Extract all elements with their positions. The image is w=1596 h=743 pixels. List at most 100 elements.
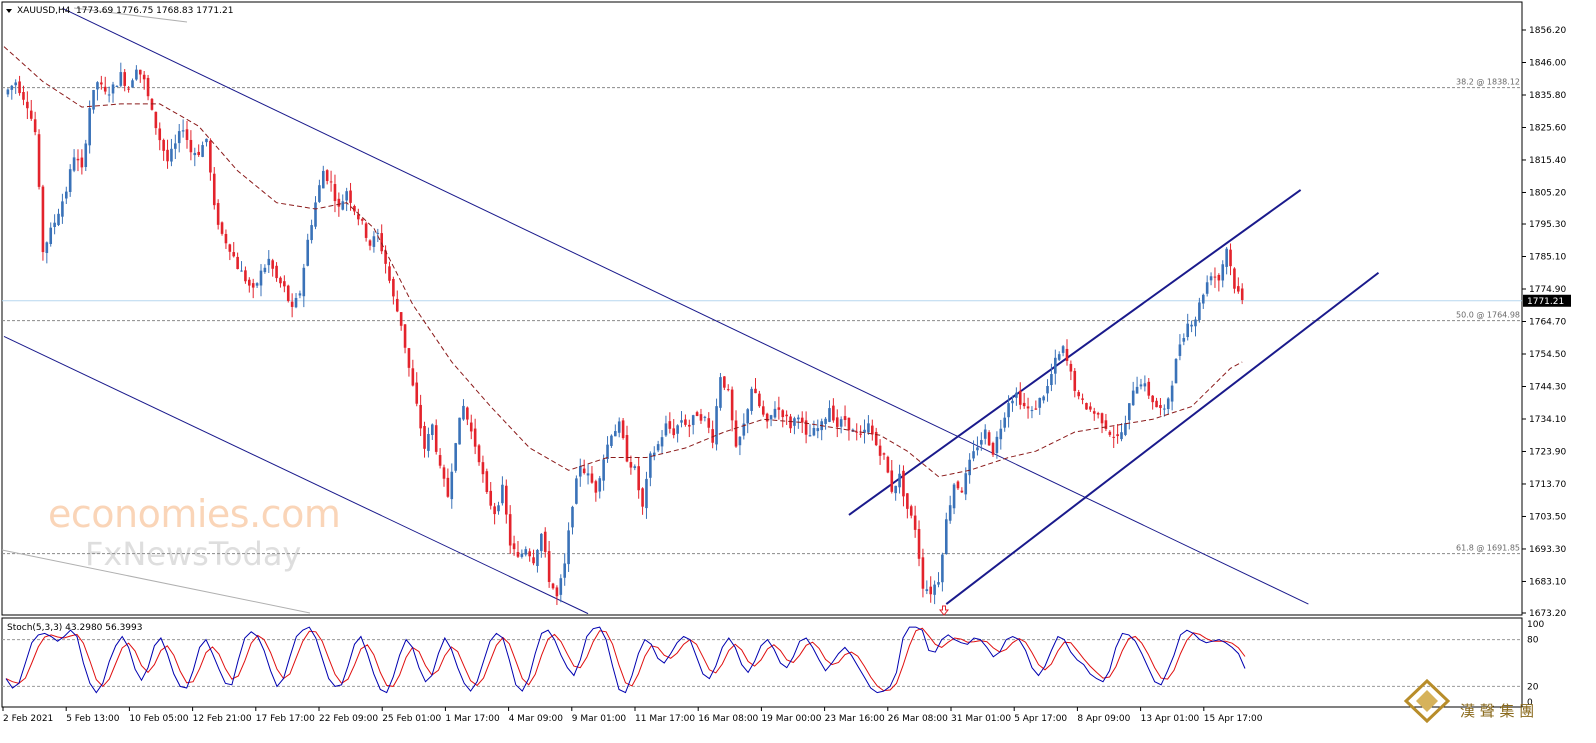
- candle-bear: [220, 222, 224, 234]
- candle-bull: [571, 506, 574, 528]
- stoch-axis-label: 0: [1527, 698, 1533, 708]
- candle-bear: [902, 470, 905, 497]
- candle-bear: [789, 416, 792, 429]
- candle-bear: [18, 81, 21, 94]
- candle-bear: [621, 420, 625, 439]
- candle-bull: [131, 80, 134, 88]
- stoch-axis-label: 20: [1527, 682, 1539, 692]
- candle-bear: [1151, 395, 1154, 403]
- price-tick-label: 1764.70: [1529, 318, 1566, 328]
- candle-bear: [528, 551, 531, 557]
- candle-bear: [874, 431, 878, 446]
- candle-bear: [283, 281, 286, 287]
- candle-bull: [738, 436, 742, 446]
- time-tick-label: 19 Mar 00:00: [761, 714, 821, 724]
- candle-bull: [828, 408, 831, 422]
- candle-bear: [395, 298, 399, 312]
- candle-bear: [913, 515, 917, 530]
- candle-bull: [65, 191, 68, 199]
- candle-bull: [298, 293, 302, 296]
- candle-bull: [649, 453, 652, 478]
- candle-bull: [1003, 417, 1006, 428]
- time-tick-label: 5 Feb 13:00: [66, 714, 120, 724]
- time-tick-label: 15 Apr 17:00: [1204, 714, 1263, 724]
- candle-bull: [310, 225, 313, 241]
- candle-bull: [205, 138, 208, 143]
- candle-bear: [423, 426, 426, 449]
- candle-bear: [835, 417, 839, 427]
- candle-bull: [135, 69, 138, 80]
- candle-bear: [103, 86, 107, 92]
- candle-bear: [368, 240, 372, 246]
- price-tick-label: 1693.30: [1529, 545, 1566, 555]
- candle-bull: [863, 429, 866, 433]
- candle-bull: [944, 519, 948, 555]
- candle-bear: [1159, 405, 1162, 408]
- candle-bull: [1201, 294, 1205, 304]
- candle-bear: [158, 128, 162, 141]
- candle-bear: [166, 149, 169, 162]
- candle-bull: [808, 435, 812, 437]
- candle-bull: [567, 530, 570, 565]
- candle-bull: [1007, 403, 1010, 418]
- candle-bear: [271, 260, 274, 269]
- candle-bear: [279, 277, 282, 284]
- candle-bull: [742, 423, 746, 436]
- candle-bear: [138, 69, 142, 75]
- candle-bear: [197, 151, 200, 156]
- candle-bull: [302, 267, 306, 297]
- candle-bear: [489, 490, 493, 506]
- candle-bear: [929, 586, 933, 595]
- candle-bear: [641, 488, 644, 507]
- candle-bull: [1190, 324, 1193, 327]
- price-tick-label: 1835.80: [1529, 91, 1566, 101]
- candle-bull: [497, 505, 500, 512]
- candle-bear: [477, 445, 481, 463]
- candle-bear: [800, 417, 804, 423]
- candle-bull: [458, 417, 461, 445]
- candle-bear: [516, 552, 520, 557]
- candle-bear: [1116, 434, 1119, 437]
- candle-bear: [547, 551, 551, 582]
- candle-bear: [551, 583, 555, 589]
- diamond-logo-inner-icon: [1416, 690, 1438, 712]
- candle-bear: [388, 266, 391, 281]
- candle-bear: [1096, 413, 1100, 415]
- watermark-line1: economies.com: [48, 492, 340, 536]
- candle-bull: [691, 415, 695, 426]
- candle-bear: [290, 301, 294, 307]
- candle-bear: [473, 428, 477, 447]
- candle-bear: [41, 186, 45, 253]
- candle-bull: [719, 377, 722, 408]
- candle-bull: [68, 169, 72, 192]
- candle-bull: [177, 131, 181, 144]
- price-tick-label: 1703.50: [1529, 512, 1566, 522]
- candle-bull: [201, 145, 204, 157]
- time-tick-label: 2 Feb 2021: [3, 714, 53, 724]
- candle-bear: [1026, 406, 1030, 409]
- candle-bear: [1034, 408, 1038, 410]
- current-price-label: 1771.21: [1527, 297, 1564, 307]
- candle-bear: [26, 101, 29, 109]
- candle-bear: [723, 376, 726, 388]
- candle-bull: [633, 466, 637, 469]
- candle-bear: [890, 470, 894, 492]
- dropdown-triangle-icon[interactable]: [6, 9, 12, 13]
- candle-bull: [976, 447, 979, 451]
- stoch-axis-label: 80: [1527, 636, 1539, 646]
- candle-bull: [797, 417, 800, 420]
- candle-bear: [629, 462, 633, 468]
- candle-bull: [948, 505, 952, 521]
- candle-bear: [127, 88, 130, 90]
- candle-bull: [769, 415, 773, 420]
- candle-bull: [1057, 354, 1061, 360]
- main-chart-frame: [1, 1, 1523, 616]
- candle-bull: [952, 484, 956, 509]
- candle-bear: [209, 140, 212, 173]
- candle-bull: [980, 440, 983, 445]
- candle-bear: [1147, 381, 1151, 396]
- candle-bull: [1194, 319, 1197, 327]
- candle-bull: [536, 549, 539, 566]
- price-tick-label: 1713.70: [1529, 480, 1566, 490]
- fib-level-label: 50.0 @ 1764.98: [1456, 311, 1520, 320]
